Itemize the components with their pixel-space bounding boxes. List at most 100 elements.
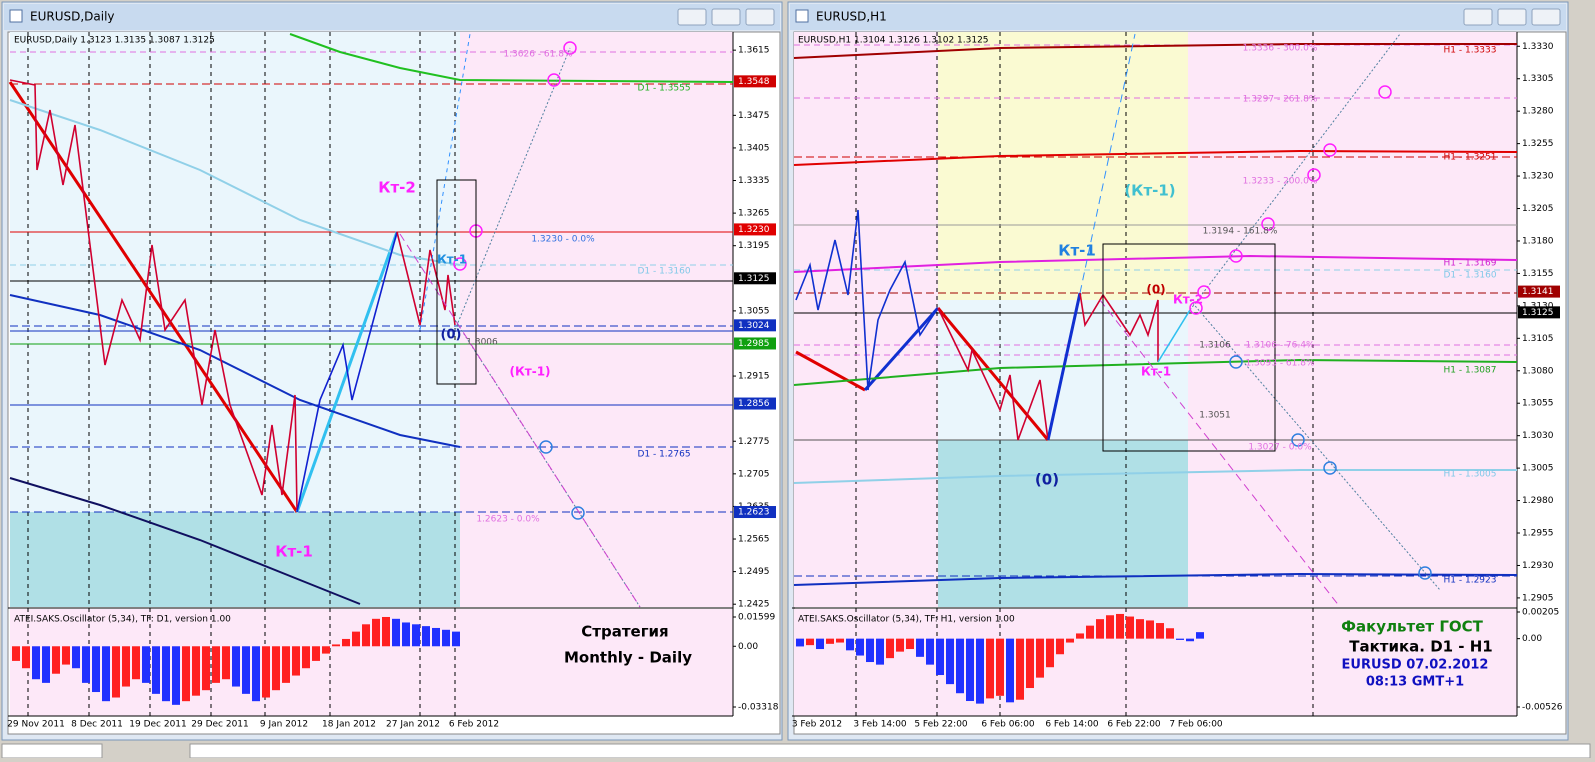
oscillator-bar: [52, 646, 60, 674]
annotation: 1.3006: [466, 338, 498, 348]
window-title: EURUSD,Daily: [30, 10, 115, 24]
minimize-button[interactable]: [1463, 8, 1493, 26]
annotation: 1.3106: [1199, 341, 1231, 351]
annotation: 1.3626 - 61.8%: [503, 50, 572, 60]
oscillator-bar: [262, 646, 270, 698]
price-tick-label: 1.3475: [738, 111, 770, 121]
price-line: [9, 99, 461, 266]
price-tick-label: 1.2705: [738, 469, 770, 479]
oscillator-bar: [1116, 613, 1124, 639]
fibo-marker: [1189, 301, 1203, 315]
annotation: 1.2623 - 0.0%: [476, 515, 540, 525]
price-tag: [734, 223, 776, 236]
price-tag: [734, 506, 776, 519]
fibo-marker: [1418, 566, 1432, 580]
oscillator-bar: [866, 638, 874, 663]
oscillator-bar: [412, 624, 420, 647]
price-line: [1079, 33, 1136, 294]
price-tick-label: 1.3305: [1522, 74, 1554, 84]
oscillator-bar: [986, 638, 994, 699]
oscillator-bar: [926, 638, 934, 665]
price-tick-label: 1.2955: [1522, 529, 1554, 539]
oscillator-bar: [966, 638, 974, 702]
oscillator-bar: [132, 646, 140, 680]
price-tick-label: 1.3180: [1522, 236, 1554, 246]
annotation: (0): [1146, 283, 1165, 297]
fibo-marker: [1261, 217, 1275, 231]
price-tag-label: 1.3125: [738, 274, 770, 284]
annotation: 1.3233 - 200.0%: [1243, 177, 1318, 187]
oscillator-bar: [122, 646, 130, 687]
oscillator-bar: [1176, 638, 1184, 640]
annotation: D1 - 1.3555: [637, 84, 690, 94]
maximize-button[interactable]: [711, 8, 741, 26]
oscillator-bar: [806, 638, 814, 646]
caption: Факультет ГОСТ: [1341, 618, 1484, 636]
close-button[interactable]: [745, 8, 775, 26]
chart-header: EURUSD,Daily 1.3123 1.3135 1.3087 1.3125: [14, 36, 215, 46]
oscillator-bar: [342, 638, 350, 647]
price-tick-label: 1.3230: [1522, 172, 1554, 182]
oscillator-tick-label: -0.03318: [738, 703, 779, 713]
oscillator-bar: [1006, 638, 1014, 703]
oscillator-bar: [1056, 638, 1064, 655]
oscillator-bar: [202, 646, 210, 691]
oscillator-bar: [836, 638, 844, 643]
fibo-marker: [1323, 461, 1337, 475]
taskbar-tab[interactable]: [1, 743, 103, 759]
annotation: Кт-2: [378, 179, 416, 197]
caption: 08:13 GMT+1: [1366, 675, 1464, 690]
price-tick-label: 1.3330: [1522, 42, 1554, 52]
price-line: [9, 294, 461, 448]
close-button[interactable]: [1531, 8, 1561, 26]
annotation: 1.3297 - 261.8%: [1243, 95, 1318, 105]
oscillator-bar: [212, 646, 220, 683]
oscillator-bar: [322, 646, 330, 654]
oscillator-bar: [382, 616, 390, 647]
oscillator-label: ATEI.SAKS.Oscillator (5,34), TF: H1, ver…: [798, 615, 1015, 625]
oscillator-bar: [232, 646, 240, 687]
oscillator-bar: [1136, 619, 1144, 639]
date-label: 9 Jan 2012: [260, 720, 308, 730]
chart-header: EURUSD,H1 1.3104 1.3126 1.3102 1.3125: [798, 36, 989, 46]
annotation: H1 - 1.3087: [1444, 366, 1497, 376]
taskbar-tab[interactable]: [189, 743, 1591, 759]
oscillator-bar: [102, 646, 110, 702]
minimize-button[interactable]: [677, 8, 707, 26]
fibo-marker: [547, 73, 561, 87]
date-label: 19 Dec 2011: [129, 720, 187, 730]
price-tick-label: 1.2980: [1522, 496, 1554, 506]
oscillator-bar: [1076, 633, 1084, 639]
annotation: D1 - 1.3160: [1443, 271, 1496, 281]
oscillator-bar: [796, 638, 804, 647]
oscillator-bar: [886, 638, 894, 659]
date-label: 27 Jan 2012: [386, 720, 440, 730]
price-tick-label: 1.2930: [1522, 561, 1554, 571]
price-tick-label: 1.2905: [1522, 593, 1554, 603]
price-tag: [734, 337, 776, 350]
price-tick-label: 1.2495: [738, 567, 770, 577]
price-line: [289, 33, 734, 83]
date-label: 18 Jan 2012: [322, 720, 376, 730]
oscillator-bar: [916, 638, 924, 657]
date-label: 3 Feb 14:00: [853, 720, 907, 730]
oscillator-tick-label: 0.00: [738, 642, 758, 652]
annotation: Кт-1: [1058, 242, 1096, 260]
oscillator-bar: [1156, 623, 1164, 639]
oscillator-bar: [856, 638, 864, 656]
window-icon: [9, 9, 23, 23]
maximize-button[interactable]: [1497, 8, 1527, 26]
price-line: [936, 307, 1050, 441]
oscillator-zone: [460, 609, 733, 716]
oscillator-bar: [292, 646, 300, 676]
annotation: H1 - 1.3005: [1444, 470, 1497, 480]
oscillator-bar: [1106, 615, 1114, 639]
date-label: 29 Nov 2011: [7, 720, 65, 730]
price-tag: [734, 75, 776, 88]
price-tick-label: 1.3405: [738, 143, 770, 153]
price-tick-label: 1.3055: [1522, 399, 1554, 409]
oscillator-bar: [1166, 628, 1174, 639]
zone: [938, 32, 1188, 300]
